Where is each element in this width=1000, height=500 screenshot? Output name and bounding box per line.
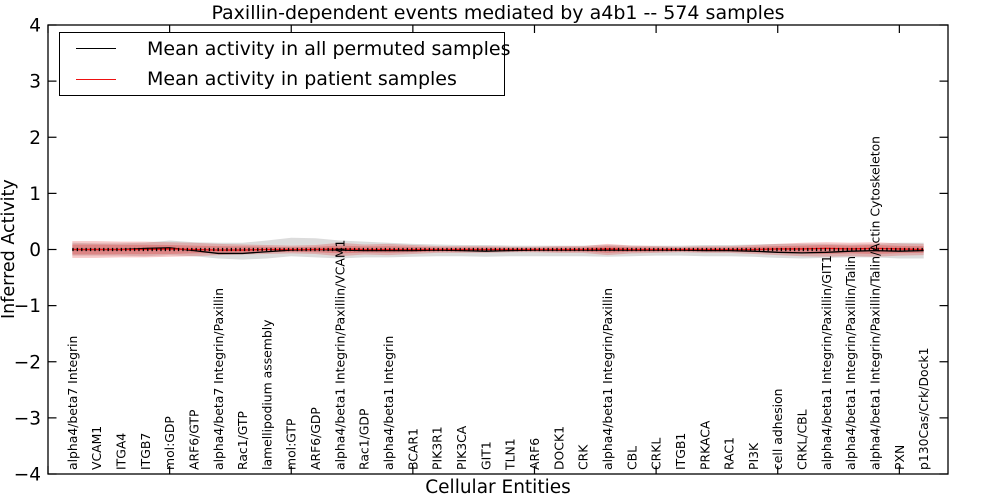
- category-label: TLN1: [503, 438, 518, 471]
- category-label: ITGB7: [138, 433, 153, 470]
- legend-label-permuted: Mean activity in all permuted samples: [147, 37, 511, 60]
- y-tick-label: 4: [29, 16, 41, 37]
- category-label: PIK3CA: [454, 425, 469, 470]
- legend-line-permuted-icon: [76, 48, 116, 50]
- category-label: p130Cas/Crk/Dock1: [916, 348, 931, 470]
- category-label: RAC1: [722, 437, 737, 470]
- category-label: CRKL/CBL: [795, 409, 810, 470]
- category-label: VCAM1: [89, 426, 104, 470]
- category-label: DOCK1: [551, 426, 566, 470]
- category-label: GIT1: [478, 441, 493, 470]
- category-label: alpha4/beta7 Integrin: [65, 336, 80, 470]
- y-tick-label: 3: [29, 72, 41, 93]
- y-tick-label: 0: [29, 240, 41, 261]
- x-axis-label: Cellular Entities: [425, 477, 571, 498]
- category-label: PI3K: [746, 442, 761, 470]
- category-label: ARF6/GDP: [308, 407, 323, 470]
- category-label: ARF6: [527, 438, 542, 470]
- legend-item-permuted: Mean activity in all permuted samples: [60, 34, 510, 64]
- category-label: PXN: [892, 445, 907, 470]
- category-label: alpha4/beta7 Integrin/Paxillin: [211, 288, 226, 470]
- category-label: mol:GTP: [284, 418, 299, 470]
- category-label: alpha4/beta1 Integrin/Paxillin/VCAM1: [332, 240, 347, 470]
- series-line-permuted: [72, 247, 924, 255]
- y-tick-label: −4: [14, 465, 41, 486]
- band-permuted-samples-range: [72, 237, 924, 260]
- category-label: ARF6/GTP: [186, 409, 201, 470]
- y-tick-label: −3: [14, 408, 41, 429]
- legend-line-patient-icon: [76, 78, 116, 80]
- category-label: CRK: [576, 444, 591, 470]
- category-label: PRKACA: [697, 420, 712, 470]
- category-label: ITGA4: [113, 433, 128, 470]
- y-tick-label: −2: [14, 352, 41, 373]
- category-label: Rac1/GDP: [357, 408, 372, 470]
- y-tick-label: 2: [29, 128, 41, 149]
- category-label: lamellipodium assembly: [259, 319, 274, 470]
- chart-title: Paxillin-dependent events mediated by a4…: [211, 2, 785, 24]
- category-label: alpha4/beta1 Integrin/Paxillin/Talin: [843, 256, 858, 470]
- category-label: cell adhesion: [770, 388, 785, 470]
- category-label: ITGB1: [673, 433, 688, 470]
- category-label: CBL: [624, 446, 639, 470]
- category-label: Rac1/GTP: [235, 410, 250, 470]
- category-label: alpha4/beta1 Integrin/Paxillin/Talin/Act…: [868, 136, 883, 470]
- legend-label-patient: Mean activity in patient samples: [147, 68, 457, 91]
- category-label: alpha4/beta1 Integrin: [381, 336, 396, 470]
- category-label: alpha4/beta1 Integrin/Paxillin: [600, 288, 615, 470]
- y-tick-label: 1: [29, 184, 41, 205]
- legend: Mean activity in all permuted samples Me…: [59, 32, 510, 96]
- category-label: alpha4/beta1 Integrin/Paxillin/GIT1: [819, 255, 834, 470]
- category-label: BCAR1: [405, 428, 420, 470]
- y-tick-label: −1: [14, 296, 41, 317]
- category-label: CRKL: [649, 438, 664, 470]
- category-label: mol:GDP: [162, 416, 177, 470]
- category-label: PIK3R1: [430, 426, 445, 470]
- legend-item-patient: Mean activity in patient samples: [60, 64, 504, 94]
